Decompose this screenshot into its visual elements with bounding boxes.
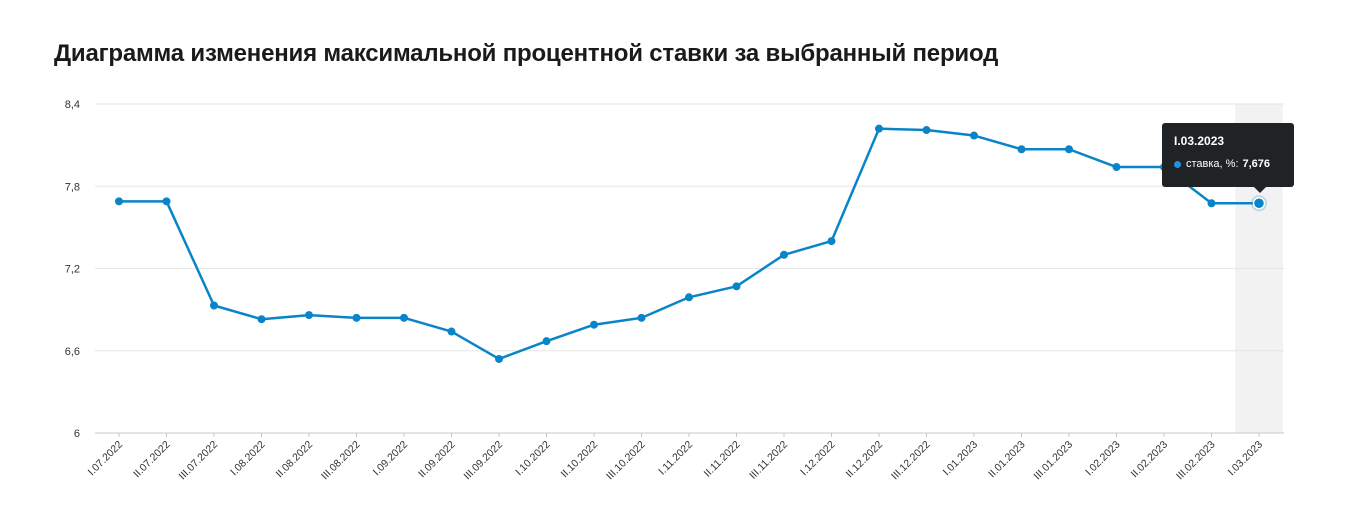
x-tick-label: III.01.2023 (1032, 439, 1076, 483)
data-point[interactable] (495, 354, 503, 363)
data-point[interactable] (542, 337, 551, 346)
data-points[interactable] (115, 124, 1267, 363)
data-point[interactable] (732, 282, 741, 291)
x-tick-label: II.07.2022 (131, 439, 173, 481)
x-tick-label: III.02.2023 (1174, 439, 1218, 483)
x-tick-label: II.10.2022 (559, 439, 601, 481)
x-tick-label: I.07.2022 (86, 439, 126, 479)
series-dot-icon (1174, 160, 1181, 168)
x-tick-label: I.10.2022 (513, 439, 553, 479)
x-tick-label: I.08.2022 (228, 439, 268, 479)
grid-lines (95, 103, 1284, 434)
data-point[interactable] (1017, 145, 1026, 154)
data-point[interactable] (162, 197, 171, 206)
data-point[interactable] (685, 293, 693, 302)
x-tick-label: II.09.2022 (416, 439, 458, 481)
x-tick-label: I.03.2023 (1226, 439, 1266, 479)
x-tick-label: II.01.2023 (986, 439, 1028, 481)
data-point[interactable] (115, 197, 123, 206)
x-tick-label: III.09.2022 (462, 439, 506, 483)
x-tick-label: II.08.2022 (274, 439, 316, 481)
chart-title: Диаграмма изменения максимальной процент… (54, 40, 999, 67)
x-tick-label: I.09.2022 (371, 439, 411, 479)
data-point[interactable] (970, 131, 978, 140)
y-tick-label: 7,8 (65, 181, 80, 193)
tooltip-arrow (1254, 187, 1266, 193)
x-tick-label: II.11.2022 (702, 439, 743, 480)
tooltip-title: I.03.2023 (1174, 134, 1225, 148)
tooltip-series-label: ставка, %: (1186, 158, 1239, 170)
y-tick-label: 8,4 (65, 99, 80, 111)
data-point[interactable] (780, 250, 788, 259)
x-tick-label: I.12.2022 (798, 439, 838, 479)
data-point[interactable] (922, 126, 931, 135)
data-point[interactable] (447, 327, 456, 336)
y-tick-label: 6,6 (65, 346, 80, 358)
x-tick-label: III.12.2022 (889, 439, 933, 483)
data-point[interactable] (352, 313, 361, 322)
x-tick-label: III.07.2022 (177, 439, 221, 483)
x-tick-label: III.10.2022 (604, 439, 648, 483)
data-point[interactable] (875, 124, 883, 133)
x-tick-label: I.02.2023 (1083, 439, 1123, 479)
data-point[interactable] (257, 315, 266, 324)
x-tick-label: II.12.2022 (844, 439, 886, 481)
data-point[interactable] (210, 301, 218, 310)
x-tick-label: I.01.2023 (941, 439, 981, 479)
data-point[interactable] (1207, 199, 1216, 208)
data-point[interactable] (400, 313, 408, 322)
y-tick-label: 7,2 (65, 264, 80, 276)
tooltip-value: 7,676 (1242, 158, 1271, 170)
y-axis-ticks: 6 6,6 7,2 7,8 8,4 (65, 99, 80, 440)
data-point[interactable] (827, 237, 836, 246)
x-tick-label: III.08.2022 (319, 439, 363, 483)
data-point[interactable] (1252, 196, 1266, 210)
data-point[interactable] (590, 320, 598, 329)
x-tick-label: II.02.2023 (1129, 439, 1171, 481)
x-tick-label: I.11.2022 (656, 439, 695, 478)
tooltip-row: ставка, %: 7,676 (1174, 158, 1282, 170)
data-point[interactable] (1112, 163, 1121, 172)
data-point[interactable] (305, 311, 313, 320)
tooltip: I.03.2023 ставка, %: 7,676 (1162, 123, 1294, 187)
series-line[interactable] (119, 127, 1259, 361)
data-point[interactable] (1065, 145, 1073, 154)
x-tick-label: III.11.2022 (747, 439, 790, 482)
x-axis-ticks: I.07.2022 II.07.2022 III.07.2022 I.08.2022 I… (86, 433, 1266, 483)
data-point[interactable] (637, 313, 646, 322)
y-tick-label: 6 (74, 428, 80, 440)
